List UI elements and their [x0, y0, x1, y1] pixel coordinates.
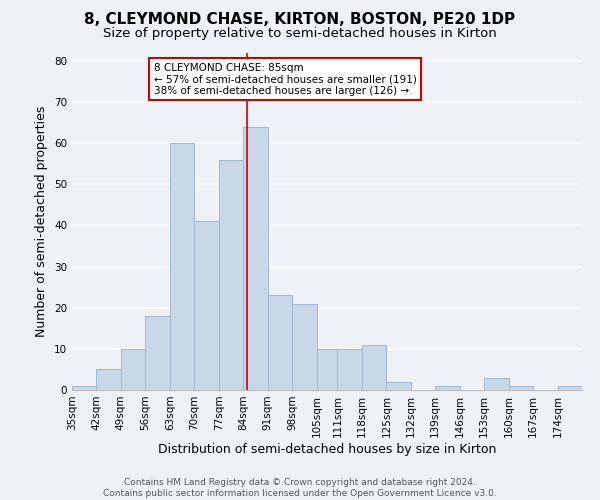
X-axis label: Distribution of semi-detached houses by size in Kirton: Distribution of semi-detached houses by … [158, 442, 496, 456]
Bar [268, 296, 292, 390]
Bar [194, 221, 219, 390]
Bar [337, 349, 362, 390]
Bar [243, 126, 268, 390]
Bar [292, 304, 317, 390]
Bar [362, 344, 386, 390]
Bar [145, 316, 170, 390]
Y-axis label: Number of semi-detached properties: Number of semi-detached properties [35, 106, 49, 337]
Bar [219, 160, 243, 390]
Text: 8 CLEYMOND CHASE: 85sqm
← 57% of semi-detached houses are smaller (191)
38% of s: 8 CLEYMOND CHASE: 85sqm ← 57% of semi-de… [154, 62, 416, 96]
Bar [557, 386, 582, 390]
Text: Contains HM Land Registry data © Crown copyright and database right 2024.
Contai: Contains HM Land Registry data © Crown c… [103, 478, 497, 498]
Bar [72, 386, 97, 390]
Bar [509, 386, 533, 390]
Bar [317, 349, 337, 390]
Text: 8, CLEYMOND CHASE, KIRTON, BOSTON, PE20 1DP: 8, CLEYMOND CHASE, KIRTON, BOSTON, PE20 … [85, 12, 515, 28]
Bar [121, 349, 145, 390]
Bar [386, 382, 411, 390]
Bar [484, 378, 509, 390]
Bar [97, 370, 121, 390]
Text: Size of property relative to semi-detached houses in Kirton: Size of property relative to semi-detach… [103, 28, 497, 40]
Bar [170, 143, 194, 390]
Bar [435, 386, 460, 390]
